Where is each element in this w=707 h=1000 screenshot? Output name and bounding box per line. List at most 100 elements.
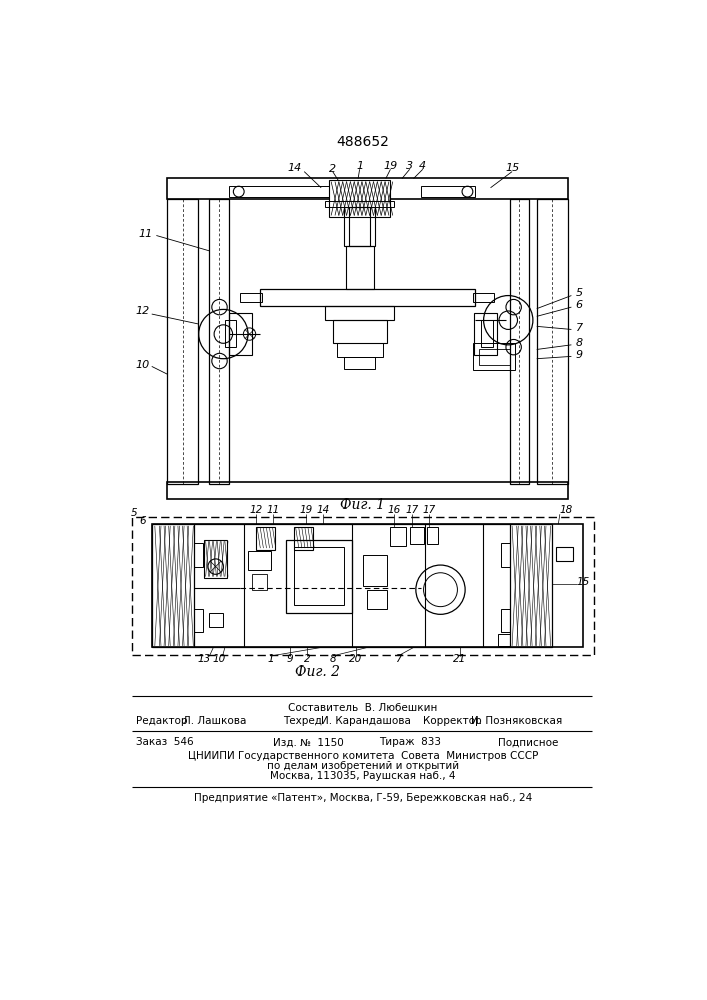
Bar (344, 207, 375, 246)
Text: 3: 3 (406, 161, 414, 171)
Bar (204, 540, 227, 578)
Text: 13: 13 (197, 654, 211, 664)
Text: 9: 9 (287, 654, 293, 664)
Text: 12: 12 (249, 505, 262, 515)
Text: 20: 20 (349, 654, 363, 664)
Bar (252, 574, 267, 590)
Bar (349, 207, 370, 246)
Text: Составитель  В. Любешкин: Составитель В. Любешкин (288, 703, 438, 713)
Text: 14: 14 (316, 505, 329, 515)
Text: 1: 1 (356, 161, 363, 171)
Text: 14: 14 (287, 163, 301, 173)
Bar (194, 543, 204, 567)
Text: 8: 8 (575, 338, 583, 348)
Text: 15: 15 (576, 577, 590, 587)
Bar (259, 289, 475, 306)
Text: Редактор: Редактор (136, 716, 188, 726)
Bar (368, 590, 387, 609)
Bar (325, 306, 395, 320)
Bar (556, 547, 573, 561)
Text: Фиг. 1: Фиг. 1 (340, 498, 385, 512)
Bar (132, 517, 595, 655)
Text: 488652: 488652 (337, 135, 389, 149)
Bar (229, 186, 329, 197)
Text: 7: 7 (575, 323, 583, 333)
Text: Тираж  833: Тираж 833 (379, 737, 441, 747)
Text: 2: 2 (329, 164, 337, 174)
Text: 17: 17 (422, 505, 436, 515)
Bar (167, 199, 198, 484)
Text: 5: 5 (131, 508, 137, 518)
Text: Фиг. 2: Фиг. 2 (295, 665, 340, 679)
Text: 19: 19 (383, 161, 397, 171)
Bar (501, 543, 510, 567)
Bar (256, 527, 275, 550)
Bar (209, 199, 229, 484)
Bar (294, 527, 313, 550)
Bar (346, 246, 373, 289)
Text: Заказ  546: Заказ 546 (136, 737, 194, 747)
Bar (498, 634, 510, 646)
Bar (194, 609, 204, 632)
Text: Москва, 113035, Раушская наб., 4: Москва, 113035, Раушская наб., 4 (270, 771, 455, 781)
Text: 15: 15 (505, 163, 519, 173)
Text: 21: 21 (453, 654, 467, 664)
Text: 4: 4 (419, 161, 426, 171)
Bar (426, 527, 438, 544)
Text: 16: 16 (387, 505, 401, 515)
Text: 1: 1 (268, 654, 274, 664)
Bar (501, 609, 510, 632)
Bar (294, 547, 344, 605)
Text: 17: 17 (405, 505, 419, 515)
Bar (344, 357, 375, 369)
Bar (409, 527, 423, 544)
Text: Изд. №  1150: Изд. № 1150 (274, 737, 344, 747)
Text: 10: 10 (213, 654, 226, 664)
Bar (248, 551, 271, 570)
Bar (363, 555, 387, 586)
Bar (167, 178, 568, 199)
Text: ЦНИИПИ Государственного комитета  Совета  Министров СССР: ЦНИИПИ Государственного комитета Совета … (187, 751, 538, 761)
Bar (240, 293, 262, 302)
Text: 19: 19 (299, 505, 312, 515)
Text: 12: 12 (135, 306, 150, 316)
Bar (473, 343, 515, 370)
Bar (333, 320, 387, 343)
Text: Корректор: Корректор (423, 716, 481, 726)
Text: Предприятие «Патент», Москва, Г-59, Бережковская наб., 24: Предприятие «Патент», Москва, Г-59, Бере… (194, 793, 532, 803)
Bar (474, 312, 497, 355)
Bar (286, 540, 352, 613)
Bar (209, 613, 223, 627)
Text: 2: 2 (304, 654, 310, 664)
Bar (225, 320, 236, 347)
Text: Техред: Техред (283, 716, 322, 726)
Text: 18: 18 (559, 505, 573, 515)
Text: 11: 11 (139, 229, 153, 239)
Bar (390, 527, 406, 546)
Bar (481, 320, 493, 347)
Bar (152, 524, 194, 647)
Text: по делам изобретений и открытий: по делам изобретений и открытий (267, 761, 459, 771)
Text: 10: 10 (135, 360, 150, 370)
Text: 6: 6 (139, 516, 146, 526)
Bar (329, 180, 390, 217)
Text: 6: 6 (575, 300, 583, 310)
Bar (537, 199, 568, 484)
Bar (421, 186, 475, 197)
Text: И. Карандашова: И. Карандашова (321, 716, 411, 726)
Text: Л. Лашкова: Л. Лашкова (182, 716, 246, 726)
Text: 7: 7 (395, 654, 402, 664)
Bar (337, 343, 382, 357)
Text: И. Позняковская: И. Позняковская (471, 716, 562, 726)
Bar (510, 199, 529, 484)
Text: 8: 8 (329, 654, 336, 664)
Text: 11: 11 (267, 505, 280, 515)
Text: 9: 9 (575, 350, 583, 360)
Bar (152, 524, 583, 647)
Bar (325, 201, 395, 207)
Text: 5: 5 (575, 288, 583, 298)
Bar (167, 482, 568, 499)
Bar (229, 312, 252, 355)
Bar (473, 293, 494, 302)
Bar (479, 349, 510, 365)
